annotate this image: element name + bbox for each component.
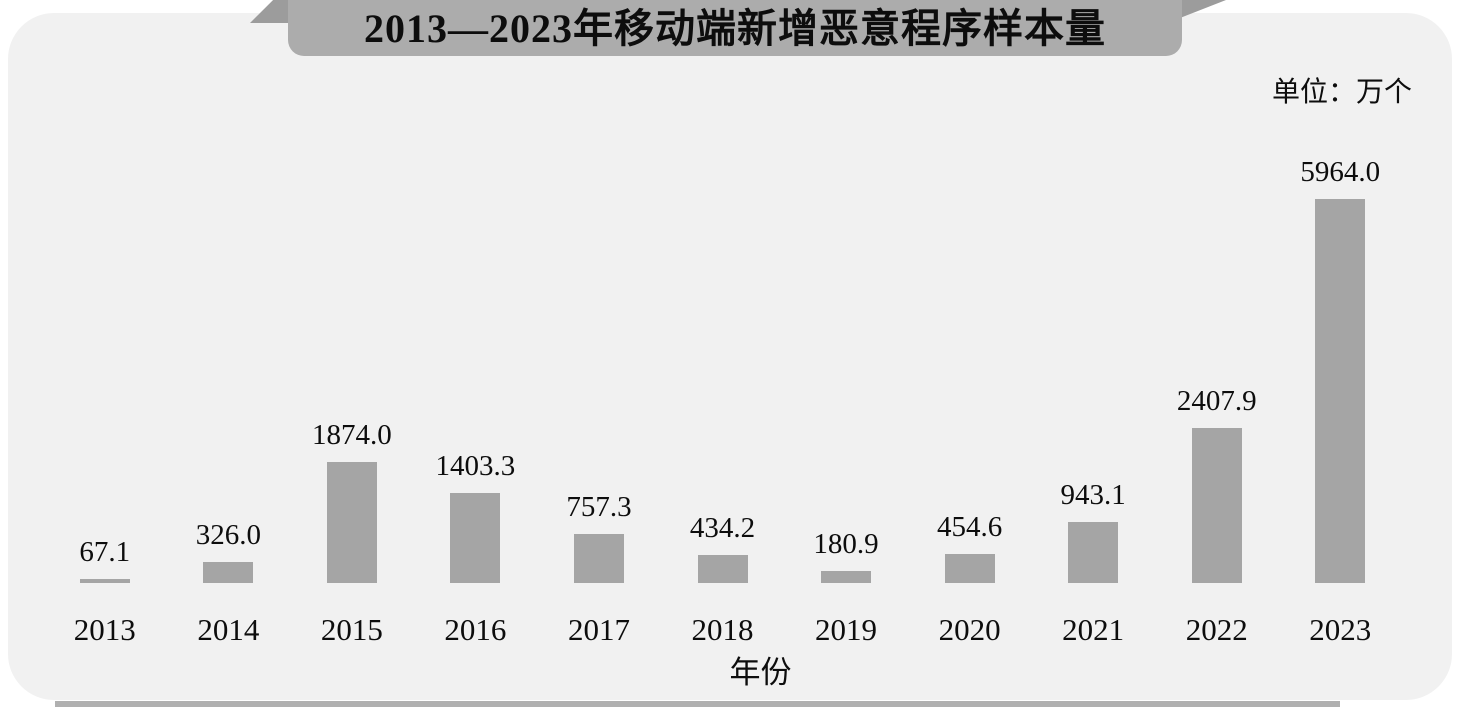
bar-value-label: 757.3 — [566, 491, 632, 523]
bar-value-label: 1403.3 — [435, 450, 516, 482]
title-banner: 2013—2023年移动端新增恶意程序样本量 — [288, 0, 1182, 56]
bar-column: 1874.0 — [290, 153, 414, 583]
x-tick-label: 2021 — [1062, 612, 1125, 647]
bar-value-label: 5964.0 — [1300, 156, 1381, 188]
x-axis-ticks: 2013 2014 2015 2016 2017 2018 2019 2020 2021 2022… — [43, 612, 1402, 648]
bar — [326, 462, 377, 583]
x-tick-label: 2018 — [691, 612, 754, 647]
bar-value-label: 434.2 — [689, 512, 756, 544]
bar — [944, 554, 995, 583]
x-tick-label: 2014 — [197, 612, 260, 647]
x-tick-label: 2020 — [938, 612, 1001, 647]
bar — [1191, 428, 1242, 583]
bar — [573, 534, 624, 583]
x-axis-title: 年份 — [729, 655, 792, 690]
bar — [79, 579, 130, 583]
x-tick-label: 2022 — [1185, 612, 1248, 647]
bar — [1068, 522, 1119, 583]
bar-column: 434.2 — [661, 153, 785, 583]
bar-column: 454.6 — [908, 153, 1032, 583]
bar — [697, 555, 748, 583]
bar — [1315, 199, 1366, 583]
bar-value-label: 2407.9 — [1176, 385, 1257, 417]
bottom-edge-strip — [55, 701, 1340, 707]
bar-column: 5964.0 — [1278, 153, 1402, 583]
bar-column: 67.1 — [43, 153, 167, 583]
chart-title: 2013—2023年移动端新增恶意程序样本量 — [364, 6, 1106, 51]
bar-value-label: 180.9 — [813, 528, 879, 560]
bar-value-label: 326.0 — [195, 519, 261, 551]
bar-column: 943.1 — [1031, 153, 1155, 583]
bar-column: 1403.3 — [414, 153, 538, 583]
x-tick-label: 2013 — [73, 612, 136, 647]
x-tick-label: 2017 — [567, 612, 630, 647]
bar-value-label: 67.1 — [79, 536, 131, 568]
banner-fold-left-icon — [250, 0, 292, 23]
x-tick-label: 2015 — [320, 612, 383, 647]
bar-column: 757.3 — [537, 153, 661, 583]
bar-column: 326.0 — [167, 153, 291, 583]
x-tick-label: 2019 — [815, 612, 878, 647]
bar-value-label: 943.1 — [1060, 479, 1126, 511]
bar — [821, 571, 872, 583]
bar-value-label: 454.6 — [936, 511, 1003, 543]
bar-value-label: 1874.0 — [311, 419, 392, 451]
unit-label: 单位：万个 — [1271, 77, 1412, 108]
bar-column: 2407.9 — [1155, 153, 1279, 583]
bar — [450, 493, 501, 583]
x-tick-label: 2016 — [444, 612, 507, 647]
bar — [203, 562, 254, 583]
chart-panel — [8, 13, 1452, 700]
bar-column: 180.9 — [784, 153, 908, 583]
plot-area: 67.1 326.0 1874.0 1403.3 757.3 434.2 180.9 454.… — [43, 153, 1402, 583]
x-tick-label: 2023 — [1309, 612, 1372, 647]
